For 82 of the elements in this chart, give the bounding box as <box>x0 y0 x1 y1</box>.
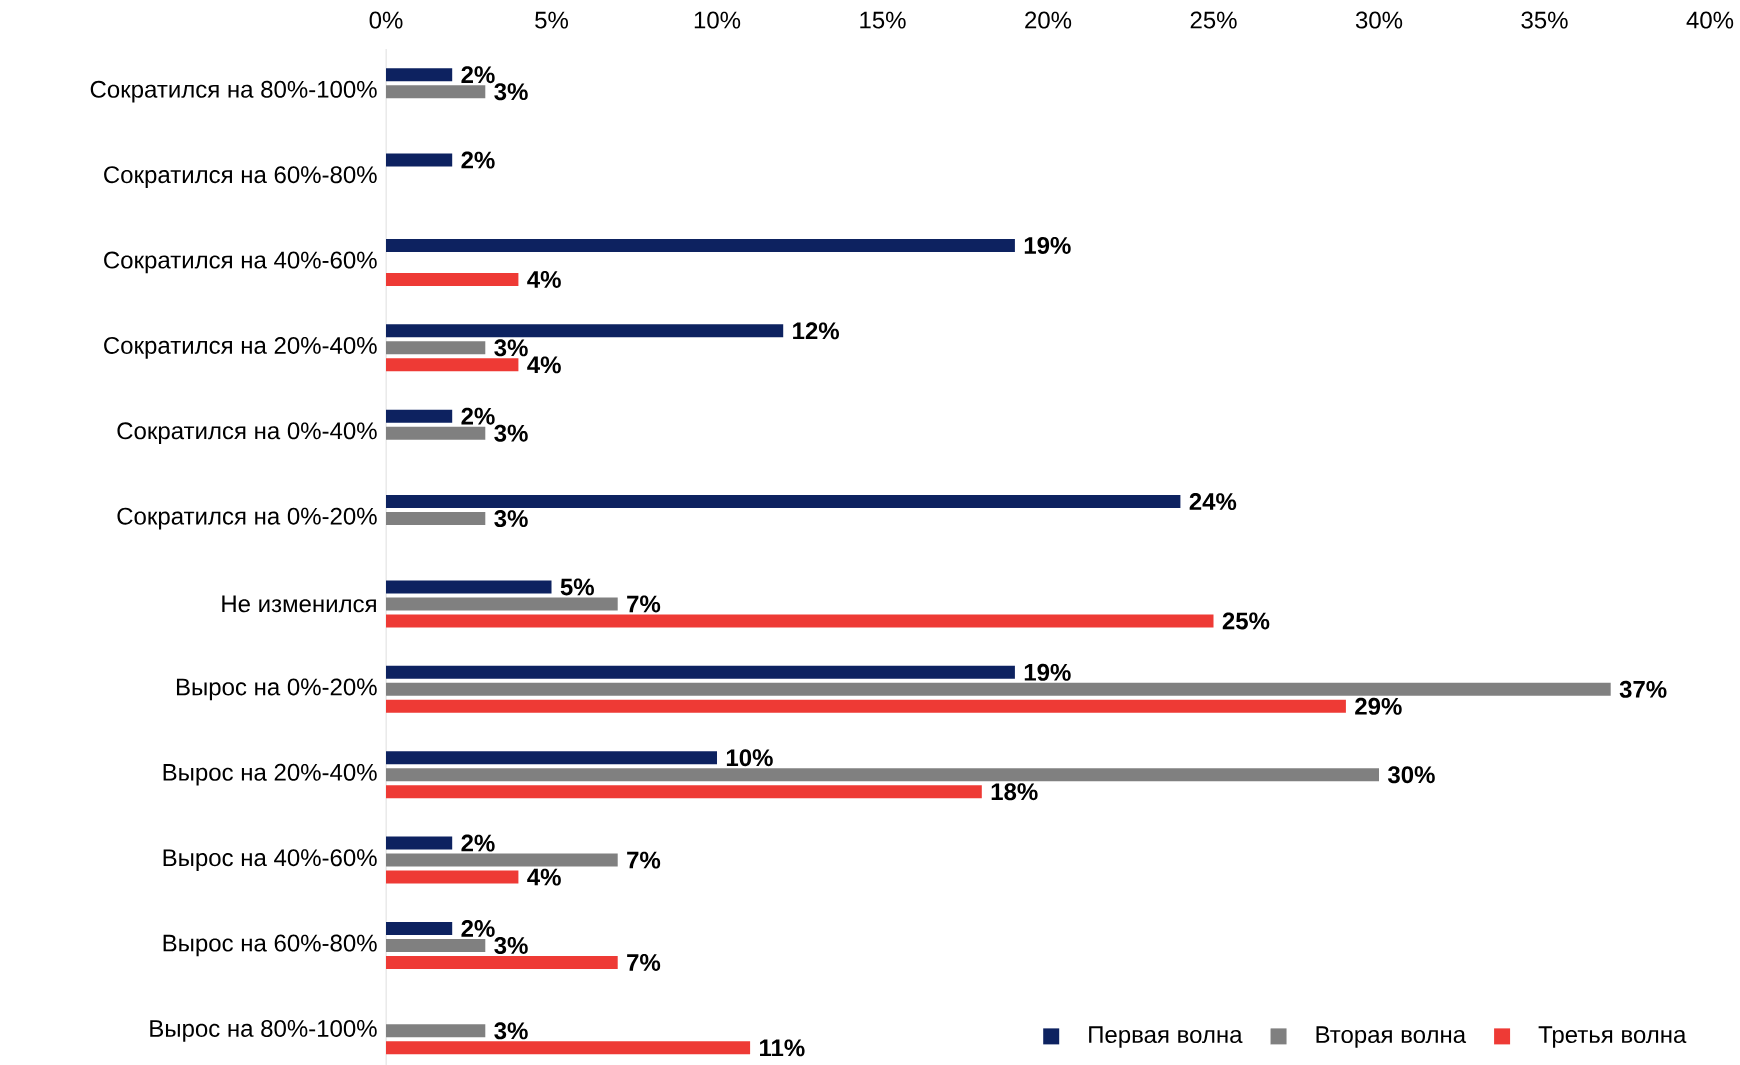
x-tick-label: 35% <box>1521 11 1568 29</box>
bar <box>386 836 453 850</box>
bar <box>386 751 718 765</box>
data-label: 4% <box>527 868 561 886</box>
data-label: 3% <box>494 424 528 442</box>
bar <box>386 682 1611 696</box>
data-label: 3% <box>494 1022 528 1040</box>
data-label: 10% <box>726 749 773 767</box>
y-tick-label: Не изменился <box>222 595 376 613</box>
data-label: 4% <box>527 356 561 374</box>
data-label: 3% <box>494 339 528 357</box>
y-tick-label: Вырос на 40%-60% <box>163 849 377 871</box>
bar <box>386 614 1214 628</box>
legend-label: Третья волна <box>1538 1026 1687 1048</box>
y-tick-label: Вырос на 60%-80% <box>163 934 377 957</box>
x-tick-label: 30% <box>1355 11 1403 29</box>
x-tick-label: 40% <box>1686 11 1734 29</box>
data-label: 3% <box>494 510 528 528</box>
bar <box>386 580 552 594</box>
data-label: 12% <box>793 322 839 340</box>
x-tick-label: 10% <box>694 11 741 29</box>
x-tick-label: 0% <box>369 11 403 29</box>
bar <box>386 665 1015 679</box>
data-label: 2% <box>461 920 495 937</box>
bar <box>386 1024 486 1038</box>
data-label: 18% <box>991 783 1038 801</box>
y-tick-label: Сократился на 60%-80% <box>104 166 377 188</box>
data-label: 2% <box>461 151 495 169</box>
bar <box>386 699 1346 713</box>
data-label: 25% <box>1222 612 1270 630</box>
data-label: 30% <box>1387 766 1435 784</box>
bar <box>386 409 453 423</box>
data-label: 4% <box>527 271 561 288</box>
bar <box>386 870 519 884</box>
y-tick-label: Вырос на 20%-40% <box>163 763 377 786</box>
data-label: 37% <box>1619 680 1667 698</box>
bar <box>386 938 486 952</box>
bar <box>386 341 486 355</box>
data-label: 2% <box>461 66 495 84</box>
data-label: 5% <box>560 578 594 596</box>
y-tick-label: Сократился на 0%-40% <box>117 422 377 445</box>
y-tick-label: Сократился на 80%-100% <box>90 80 377 103</box>
x-tick-label: 5% <box>535 11 568 29</box>
legend-label: Вторая волна <box>1316 1026 1467 1048</box>
bar <box>386 358 519 372</box>
x-tick-label: 20% <box>1025 11 1072 29</box>
bar <box>386 68 453 82</box>
bar <box>386 597 618 611</box>
y-tick-label: Сократился на 40%-60% <box>104 251 377 274</box>
bar <box>386 495 1181 509</box>
bar <box>386 768 1379 782</box>
data-label: 24% <box>1189 493 1237 511</box>
y-tick-label: Вырос на 0%-20% <box>176 678 377 701</box>
bar <box>386 785 982 799</box>
bar <box>386 272 519 286</box>
data-label: 11% <box>760 1039 805 1057</box>
bar <box>386 853 618 867</box>
bar <box>386 238 1015 252</box>
data-label: 7% <box>627 595 661 613</box>
x-tick-label: 25% <box>1190 11 1237 29</box>
data-label: 3% <box>494 936 528 954</box>
data-label: 7% <box>627 954 661 971</box>
bar <box>386 85 486 99</box>
bar <box>386 921 453 935</box>
x-tick-label: 15% <box>860 11 906 29</box>
bar <box>386 512 486 526</box>
data-label: 19% <box>1024 236 1071 254</box>
data-label: 7% <box>627 851 661 869</box>
data-label: 19% <box>1024 663 1071 681</box>
bar <box>386 153 453 167</box>
data-label: 2% <box>461 407 495 425</box>
data-label: 29% <box>1355 697 1402 715</box>
bar <box>386 955 618 969</box>
bar <box>386 324 784 338</box>
y-tick-label: Сократился на 0%-20% <box>117 507 377 530</box>
y-tick-label: Сократился на 20%-40% <box>104 336 377 359</box>
data-label: 2% <box>461 834 495 852</box>
data-label: 3% <box>494 83 528 101</box>
y-tick-label: Вырос на 80%-100% <box>150 1019 377 1042</box>
bar <box>386 1041 751 1055</box>
bar <box>386 426 486 440</box>
legend-label: Первая волна <box>1089 1026 1243 1048</box>
